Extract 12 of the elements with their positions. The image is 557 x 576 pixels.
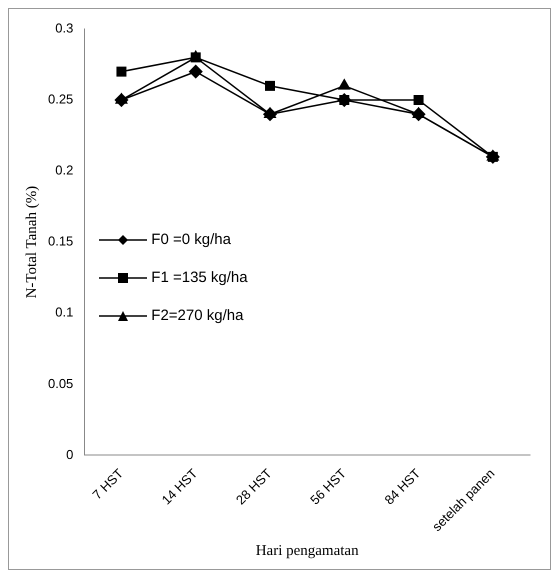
legend-label: F1 =135 kg/ha [151, 268, 248, 288]
legend-label: F2=270 kg/ha [151, 306, 244, 326]
y-tick-label: 0.25 [48, 92, 74, 107]
y-tick-label: 0.1 [55, 304, 74, 320]
legend-label: F0 =0 kg/ha [151, 230, 231, 250]
y-axis-title: N-Total Tanah (%) [24, 186, 40, 298]
x-axis-title: Hari pengamatan [256, 542, 360, 559]
y-tick-label: 0.3 [55, 20, 74, 36]
y-tick-label: 0.15 [48, 234, 74, 249]
y-tick-label: 0.05 [48, 376, 74, 391]
y-tick-label: 0.2 [55, 162, 74, 178]
y-tick-label: 0 [66, 446, 74, 462]
